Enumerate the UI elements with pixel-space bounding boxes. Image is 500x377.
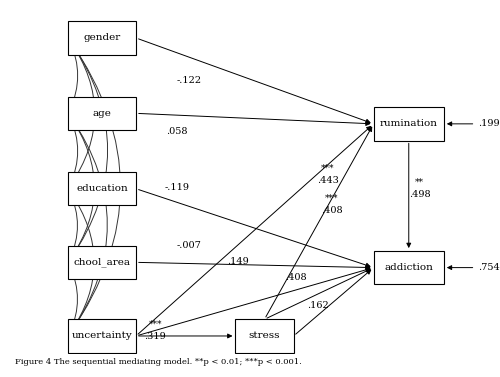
Bar (68, 172, 136, 205)
FancyArrowPatch shape (296, 270, 370, 334)
FancyArrowPatch shape (138, 39, 370, 123)
Bar (68, 246, 136, 279)
Bar (68, 21, 136, 55)
FancyArrowPatch shape (138, 190, 370, 267)
FancyArrowPatch shape (70, 41, 94, 185)
FancyArrowPatch shape (70, 266, 78, 333)
Text: -.007: -.007 (177, 241, 202, 250)
FancyArrowPatch shape (407, 143, 410, 247)
Text: -.122: -.122 (176, 77, 202, 86)
Text: .199: .199 (478, 120, 500, 128)
Bar (374, 251, 444, 284)
Text: addiction: addiction (384, 263, 433, 272)
FancyArrowPatch shape (138, 268, 370, 335)
FancyArrowPatch shape (70, 116, 94, 259)
FancyArrowPatch shape (266, 127, 372, 317)
FancyArrowPatch shape (70, 41, 108, 259)
Text: .149: .149 (227, 257, 248, 266)
Text: age: age (92, 109, 112, 118)
Text: .058: .058 (166, 127, 188, 136)
FancyArrowPatch shape (138, 334, 232, 338)
FancyArrowPatch shape (70, 116, 108, 333)
Text: gender: gender (84, 34, 120, 43)
FancyArrowPatch shape (138, 262, 370, 270)
Bar (68, 319, 136, 352)
Bar (236, 319, 294, 352)
Text: chool_area: chool_area (74, 257, 130, 267)
Text: .408: .408 (320, 206, 342, 215)
FancyArrowPatch shape (448, 266, 472, 270)
Text: Figure 4 The sequential mediating model. **p < 0.01; ***p < 0.001.: Figure 4 The sequential mediating model.… (14, 358, 302, 366)
Text: rumination: rumination (380, 120, 438, 128)
Text: .498: .498 (409, 190, 430, 199)
Text: stress: stress (248, 331, 280, 340)
FancyArrowPatch shape (70, 41, 120, 333)
FancyArrowPatch shape (70, 41, 78, 110)
Text: .443: .443 (316, 176, 338, 185)
FancyArrowPatch shape (70, 192, 94, 333)
FancyArrowPatch shape (70, 117, 78, 185)
FancyArrowPatch shape (448, 122, 472, 126)
Text: ***: *** (321, 164, 334, 173)
FancyArrowPatch shape (138, 126, 370, 334)
Text: uncertainty: uncertainty (72, 331, 132, 340)
Text: education: education (76, 184, 128, 193)
Text: .754: .754 (478, 263, 500, 272)
Text: .162: .162 (307, 301, 328, 310)
Text: .408: .408 (285, 273, 307, 282)
Bar (68, 97, 136, 130)
FancyArrowPatch shape (70, 192, 78, 259)
Text: **: ** (415, 178, 424, 187)
Text: -.119: -.119 (164, 183, 190, 192)
Text: ***: *** (148, 319, 162, 328)
FancyArrowPatch shape (138, 113, 370, 126)
Bar (374, 107, 444, 141)
Text: .319: .319 (144, 332, 166, 341)
Text: ***: *** (324, 194, 338, 203)
FancyArrowPatch shape (267, 269, 370, 318)
